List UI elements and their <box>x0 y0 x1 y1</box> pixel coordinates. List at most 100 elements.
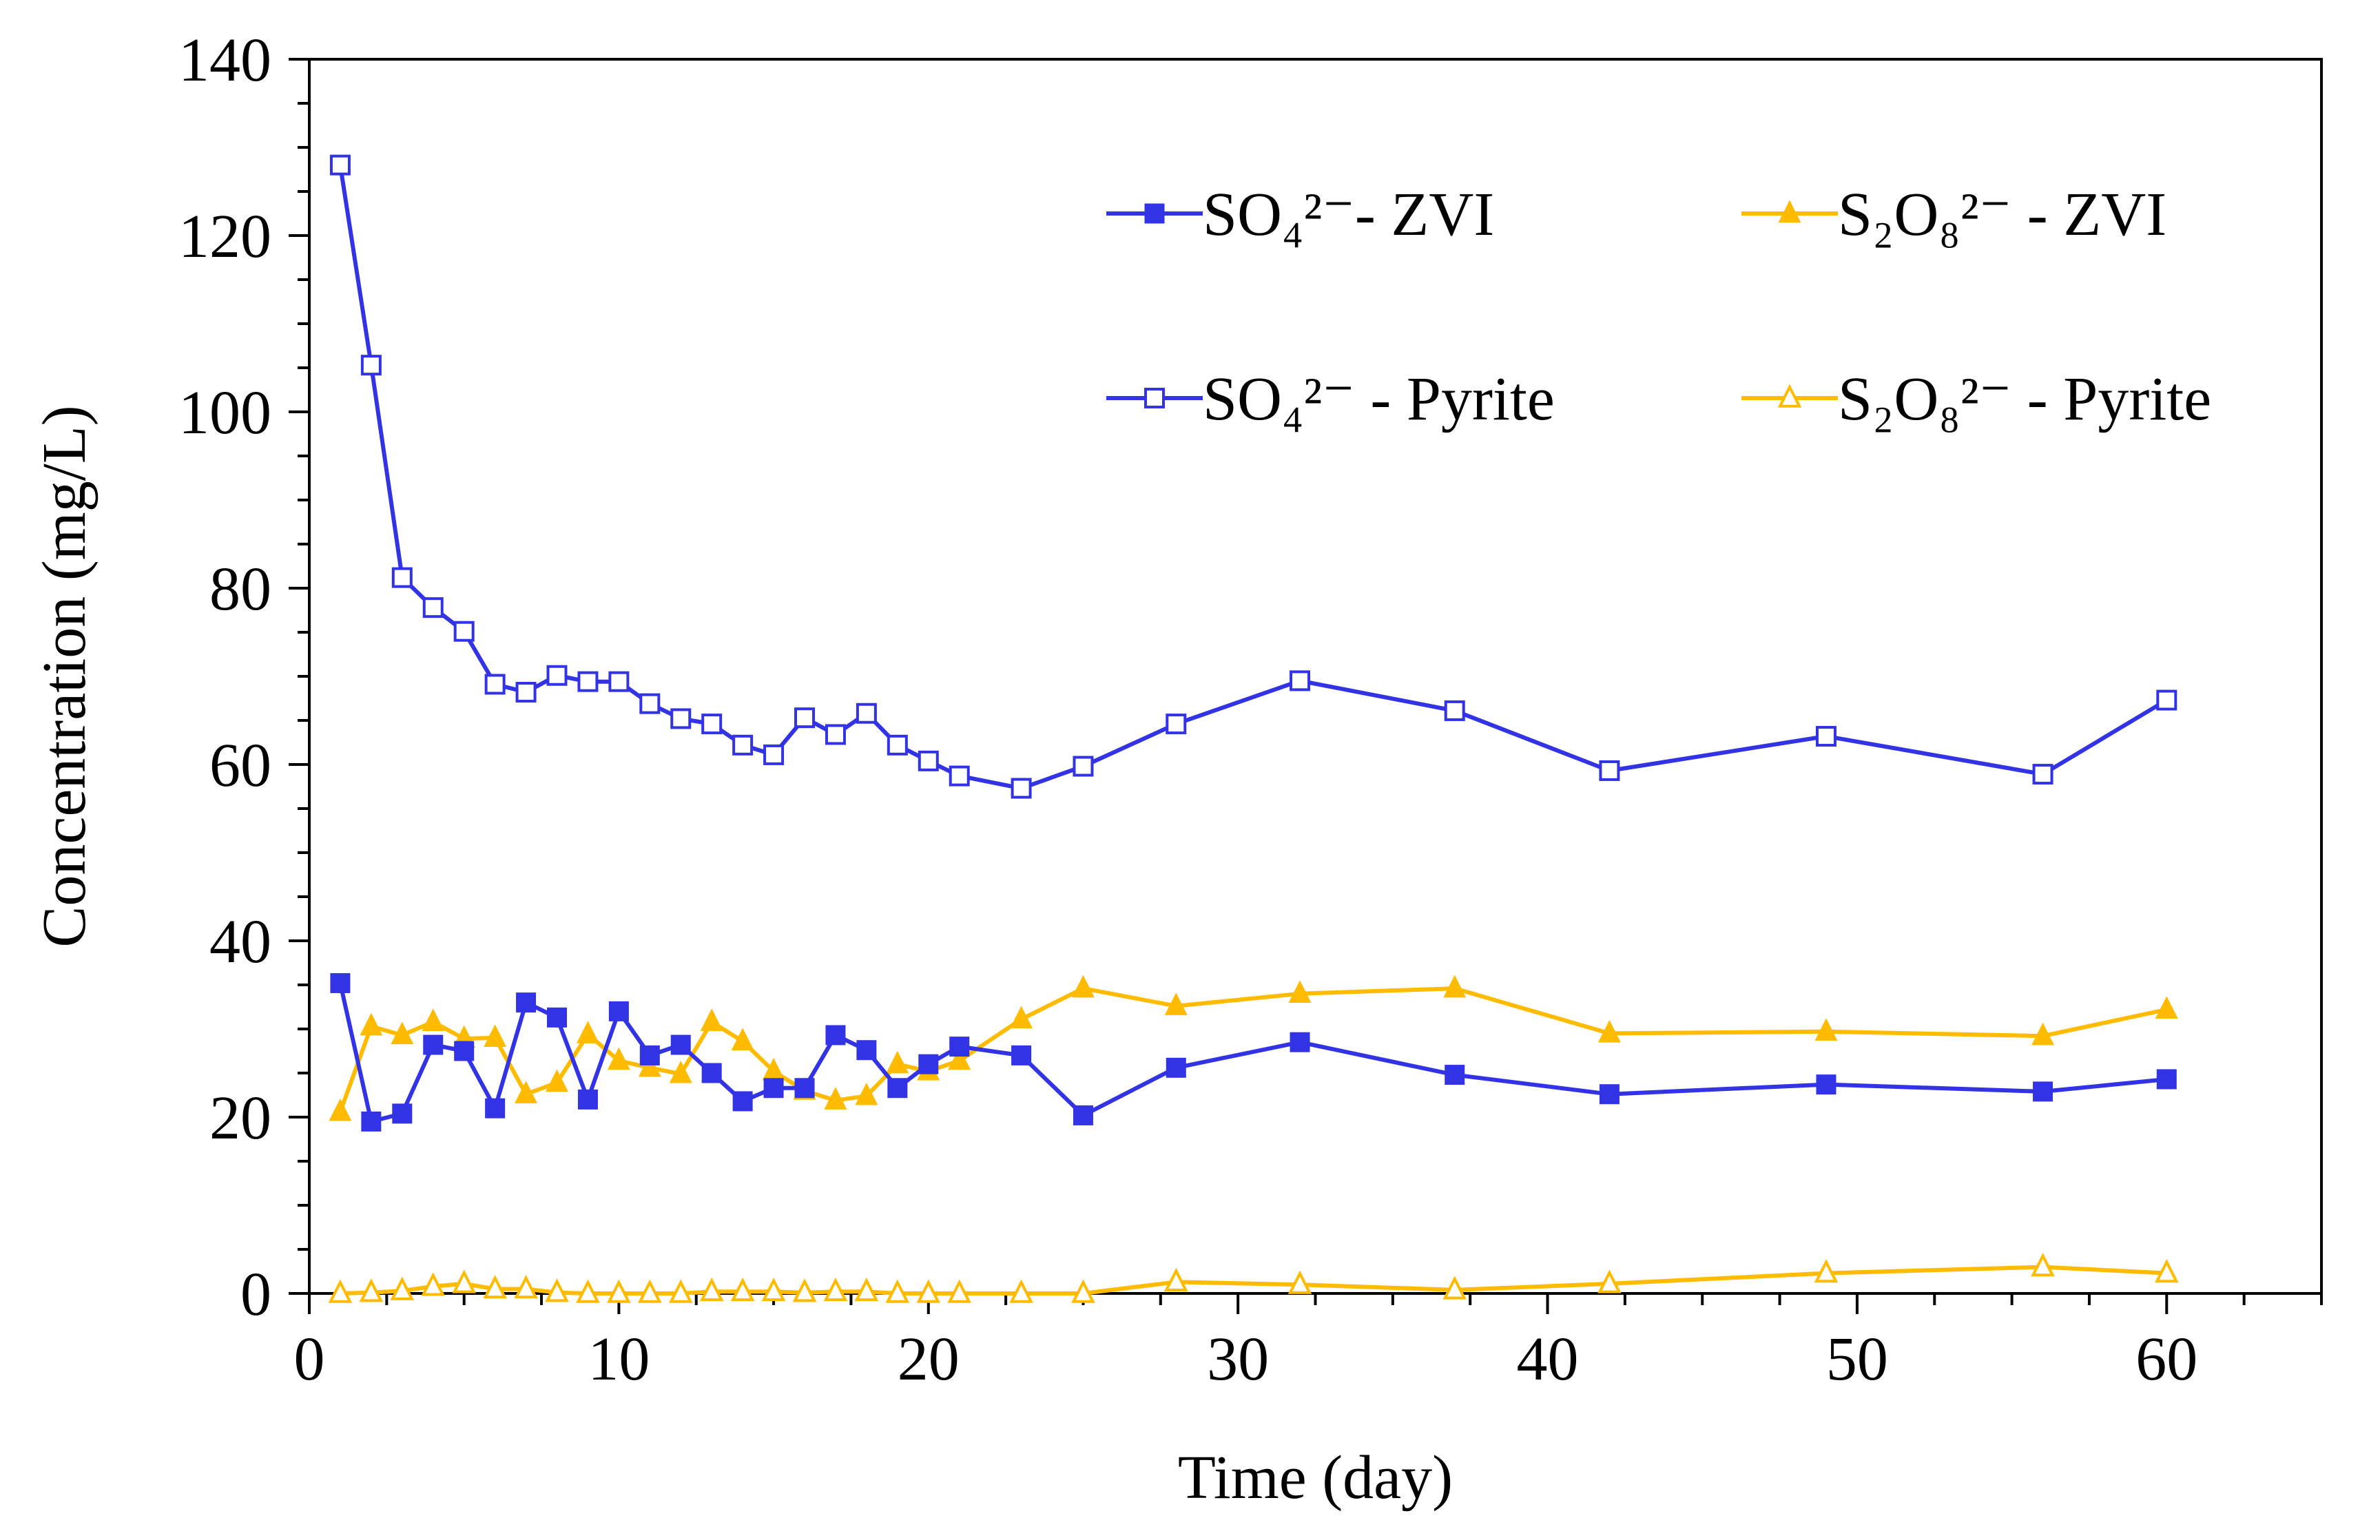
data-point <box>949 765 970 787</box>
data-point <box>949 1037 970 1057</box>
y-tick-label: 0 <box>240 1260 271 1329</box>
data-point <box>886 1050 909 1074</box>
data-point <box>2155 1259 2179 1283</box>
data-point <box>701 1063 722 1083</box>
data-point <box>359 1278 384 1302</box>
data-point <box>421 1272 446 1296</box>
data-point <box>1288 980 1312 1003</box>
data-point <box>1290 1032 1310 1052</box>
data-point <box>452 1269 476 1293</box>
legend-item: SO₄²⁻ - Pyrite <box>1106 365 1555 433</box>
series-2 <box>329 975 2178 1121</box>
data-point <box>361 1111 382 1132</box>
data-point <box>1164 992 1188 1015</box>
data-point <box>887 1078 908 1099</box>
data-point <box>1071 1279 1095 1303</box>
x-tick-label: 0 <box>294 1325 325 1393</box>
data-point <box>1010 1006 1033 1029</box>
y-tick-label: 100 <box>178 379 271 447</box>
series-layer <box>328 154 2179 1303</box>
data-point <box>2032 764 2053 785</box>
data-point <box>1009 1279 1033 1303</box>
data-point <box>825 1025 846 1045</box>
data-point <box>515 682 537 703</box>
data-point <box>854 1277 879 1302</box>
data-point <box>423 1034 444 1055</box>
data-point <box>545 1278 569 1302</box>
data-point <box>794 707 816 729</box>
data-point <box>1071 975 1095 998</box>
data-point <box>608 671 630 692</box>
data-point <box>856 1040 877 1061</box>
data-point <box>1599 760 1620 781</box>
data-point <box>1011 1045 1032 1065</box>
legend-label: SO₄²⁻- ZVI <box>1203 180 1494 249</box>
data-point <box>825 724 846 745</box>
data-point <box>732 1091 753 1112</box>
data-point <box>485 1098 506 1118</box>
legend-marker <box>1144 388 1165 408</box>
x-axis-label: Time (day) <box>1178 1444 1453 1512</box>
data-point <box>731 1028 754 1051</box>
data-point <box>670 1034 691 1055</box>
data-point <box>1444 700 1465 721</box>
data-point <box>761 1277 786 1302</box>
data-point <box>2156 1069 2177 1090</box>
data-point <box>638 1054 661 1077</box>
data-point <box>546 665 568 686</box>
data-point <box>607 1047 630 1070</box>
data-point <box>916 1279 941 1303</box>
y-tick-label: 60 <box>209 731 271 800</box>
y-tick-label: 140 <box>178 26 271 94</box>
data-point <box>947 1279 971 1303</box>
data-point <box>453 621 475 642</box>
data-point <box>1073 756 1094 777</box>
data-point <box>422 597 444 618</box>
data-point <box>2033 1081 2053 1102</box>
data-point <box>608 1001 629 1021</box>
data-point <box>1599 1084 1620 1105</box>
data-point <box>1443 975 1467 998</box>
data-point <box>1073 1105 1093 1125</box>
data-point <box>391 567 413 588</box>
data-point <box>1815 726 1836 747</box>
data-point <box>638 1279 662 1303</box>
data-point <box>2031 1253 2055 1277</box>
legend-label: SO₄²⁻ - Pyrite <box>1203 365 1555 433</box>
legend-item: S₂O₈²⁻ - ZVI <box>1741 180 2166 249</box>
data-point <box>484 674 506 695</box>
data-point <box>1597 1019 1621 1043</box>
data-point <box>668 1279 693 1303</box>
data-point <box>701 714 723 735</box>
data-point <box>2155 996 2178 1019</box>
legend-item: S₂O₈²⁻ - Pyrite <box>1741 365 2211 433</box>
data-point <box>1816 1074 1836 1095</box>
data-point <box>887 734 908 756</box>
data-point <box>515 1081 538 1103</box>
data-point <box>514 1275 538 1299</box>
x-tick-label: 60 <box>2135 1325 2197 1393</box>
data-point <box>763 744 785 765</box>
x-tick-label: 20 <box>898 1325 960 1393</box>
series-1 <box>330 972 2177 1132</box>
data-point <box>732 734 754 756</box>
series-line <box>338 165 2168 791</box>
legend-label: S₂O₈²⁻ - Pyrite <box>1838 365 2211 433</box>
data-point <box>577 671 599 692</box>
data-point <box>546 1069 568 1092</box>
data-point <box>390 1276 415 1300</box>
data-point <box>454 1041 475 1061</box>
data-point <box>2156 689 2177 711</box>
legend-marker <box>1778 200 1801 223</box>
data-point <box>792 1278 817 1302</box>
x-tick-label: 50 <box>1826 1325 1888 1393</box>
data-point <box>1814 1018 1838 1041</box>
data-point <box>763 1078 784 1099</box>
legend-item: SO₄²⁻- ZVI <box>1106 180 1494 249</box>
data-point <box>484 1024 507 1047</box>
data-point <box>330 972 351 993</box>
data-point <box>577 1089 598 1110</box>
data-point <box>639 1045 660 1065</box>
data-point <box>670 708 692 729</box>
